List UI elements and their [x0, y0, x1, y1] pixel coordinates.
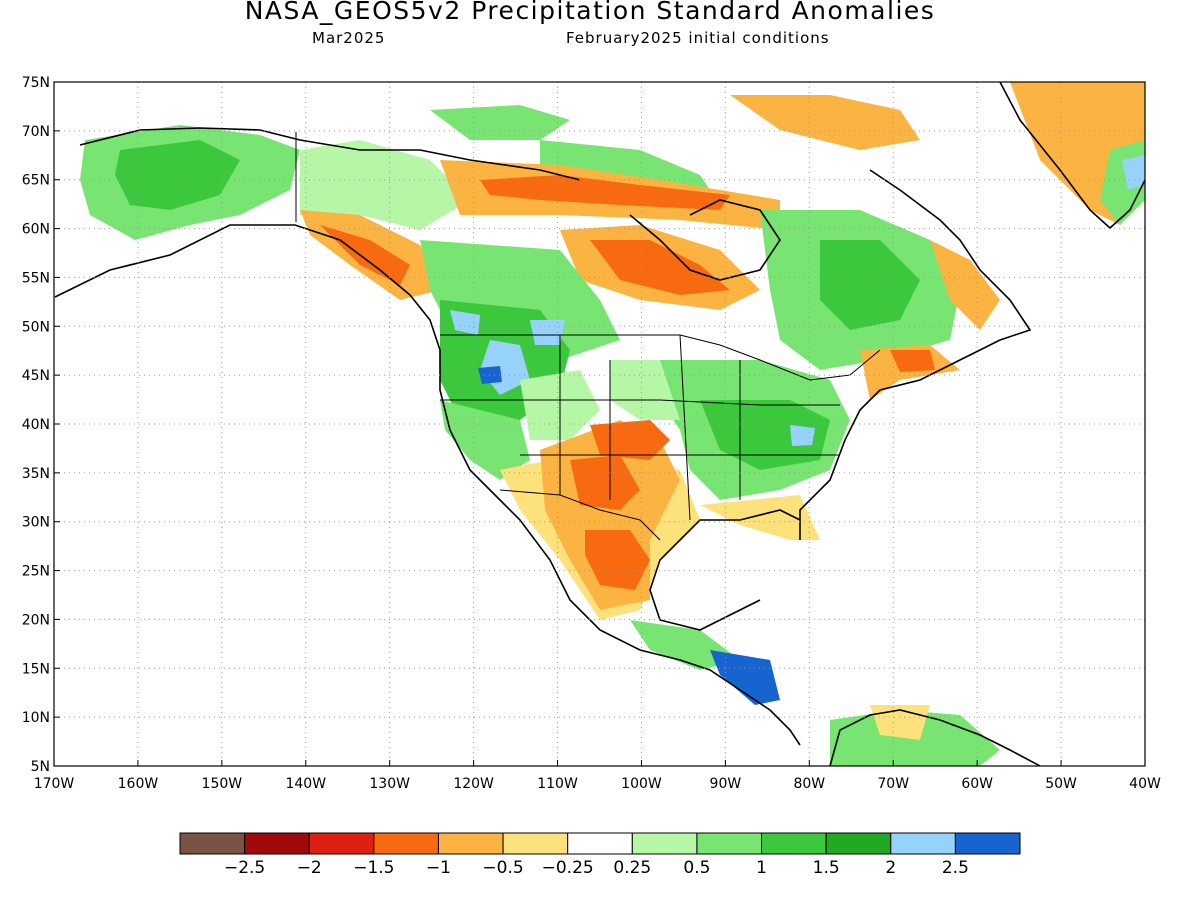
lon-label: 110W [537, 776, 578, 792]
map-frame [53, 81, 1146, 767]
lat-label: 35N [22, 466, 50, 482]
wet-region-quebec-core [820, 240, 920, 330]
lat-label: 55N [22, 270, 50, 286]
coastline-south-america [829, 709, 1041, 766]
colorbar-label: −0.5 [482, 858, 523, 878]
colorbar-swatch [696, 832, 763, 855]
lat-label: 70N [22, 124, 50, 140]
lon-label: 130W [369, 776, 410, 792]
wet-region-california [440, 400, 530, 480]
coastline-alaska [54, 224, 801, 746]
colorbar-swatch [308, 832, 375, 855]
lon-label: 170W [34, 776, 75, 792]
lat-label: 75N [22, 75, 50, 91]
dry-region-arctic-band-strong [480, 175, 730, 210]
lon-label: 160W [118, 776, 159, 792]
colorbar-swatch [567, 832, 633, 855]
colorbar-label: 1.5 [813, 858, 840, 878]
colorbar-label: 0.25 [613, 858, 651, 878]
lat-label: 20N [22, 612, 50, 628]
dry-region-new-england [860, 345, 960, 400]
dry-region-baffin [730, 95, 920, 150]
dry-region-texas [570, 455, 640, 510]
coastline-greenland [999, 82, 1145, 230]
colorbar-label: −1 [426, 858, 451, 878]
initial-conditions: February2025 initial conditions [566, 29, 830, 47]
colorbar-label: 2 [885, 858, 896, 878]
colorbar-swatch [761, 832, 827, 855]
lat-label: 40N [22, 417, 50, 433]
colorbar-swatch [502, 832, 569, 855]
colorbar-swatch [437, 832, 504, 855]
lon-label: 120W [453, 776, 494, 792]
lat-label: 10N [22, 710, 50, 726]
colorbar-labels: −2.5 −2 −1.5 −1 −0.5 −0.25 0.25 0.5 1 1.5 2 2.5 [224, 858, 969, 878]
colorbar-swatch [890, 832, 956, 855]
coastline-hudson-bay [629, 199, 781, 281]
forecast-month: Mar2025 [312, 29, 386, 47]
colorbar-label: 2.5 [942, 858, 969, 878]
longitude-labels: 170W 160W 150W 140W 130W 120W 110W 100W 90W 80W 70… [34, 776, 1161, 792]
dry-region-bc-strong [320, 225, 410, 285]
lon-label: 100W [621, 776, 662, 792]
wet-region-plains-light [610, 360, 680, 420]
dry-region-mexico [585, 530, 650, 590]
very-wet-appalachia [790, 425, 815, 446]
dry-region-new-england-strong [890, 350, 935, 372]
coastline-arctic [79, 127, 581, 181]
colorbar-label: 0.5 [683, 858, 710, 878]
wet-region-ohio-valley [700, 400, 830, 470]
colorbar-swatch [631, 832, 698, 855]
lat-label: 30N [22, 515, 50, 531]
extreme-wet-central-america [710, 650, 780, 705]
map-title: NASA_GEOS5v2 Precipitation Standard Anom… [244, 0, 936, 25]
wet-region-arctic-islands [430, 105, 570, 140]
colorbar-label: −2.5 [224, 858, 265, 878]
very-wet-coast [450, 310, 480, 335]
colorbar-swatch [825, 832, 892, 855]
lon-label: 80W [793, 776, 825, 792]
colorbar-swatch [244, 832, 310, 855]
colorbar-swatch [373, 832, 439, 855]
lon-label: 60W [961, 776, 993, 792]
lat-label: 45N [22, 368, 50, 384]
lon-label: 90W [710, 776, 742, 792]
very-wet-bc [530, 320, 565, 345]
coastline-atlantic [799, 169, 1032, 540]
wet-region-yukon [300, 140, 470, 230]
border-us-mexico [499, 489, 661, 541]
border-states-3 [559, 334, 741, 521]
lat-label: 25N [22, 564, 50, 580]
lon-label: 140W [285, 776, 326, 792]
colorbar-swatch [179, 832, 246, 855]
coastlines [54, 82, 1145, 766]
lat-label: 50N [22, 319, 50, 335]
lon-label: 150W [202, 776, 243, 792]
colorbar-label: −2 [297, 858, 322, 878]
lat-label: 60N [22, 222, 50, 238]
lat-label: 5N [31, 759, 50, 775]
wet-region-alaska-core [115, 140, 240, 210]
coastline-gulf [649, 509, 801, 631]
lat-label: 15N [22, 661, 50, 677]
dry-region-hudson-strong [590, 240, 730, 295]
colorbar [179, 832, 1021, 855]
lon-label: 70W [877, 776, 909, 792]
colorbar-label: −0.25 [542, 858, 594, 878]
colorbar-label: −1.5 [353, 858, 394, 878]
lat-lon-grid [53, 81, 1146, 767]
dry-region-labrador [930, 240, 1000, 330]
latitude-labels: 75N 70N 65N 60N 55N 50N 45N 40N 35N 30N 25N 20N 15N 1… [22, 75, 50, 775]
lon-label: 40W [1129, 776, 1161, 792]
very-wet-greenland [1122, 155, 1145, 190]
lon-label: 50W [1045, 776, 1077, 792]
colorbar-label: 1 [756, 858, 767, 878]
lat-label: 65N [22, 173, 50, 189]
border-states-1 [440, 399, 840, 406]
colorbar-swatch [954, 832, 1021, 855]
dry-region-southeast [700, 495, 820, 540]
wet-region-mexico-south [630, 620, 740, 670]
